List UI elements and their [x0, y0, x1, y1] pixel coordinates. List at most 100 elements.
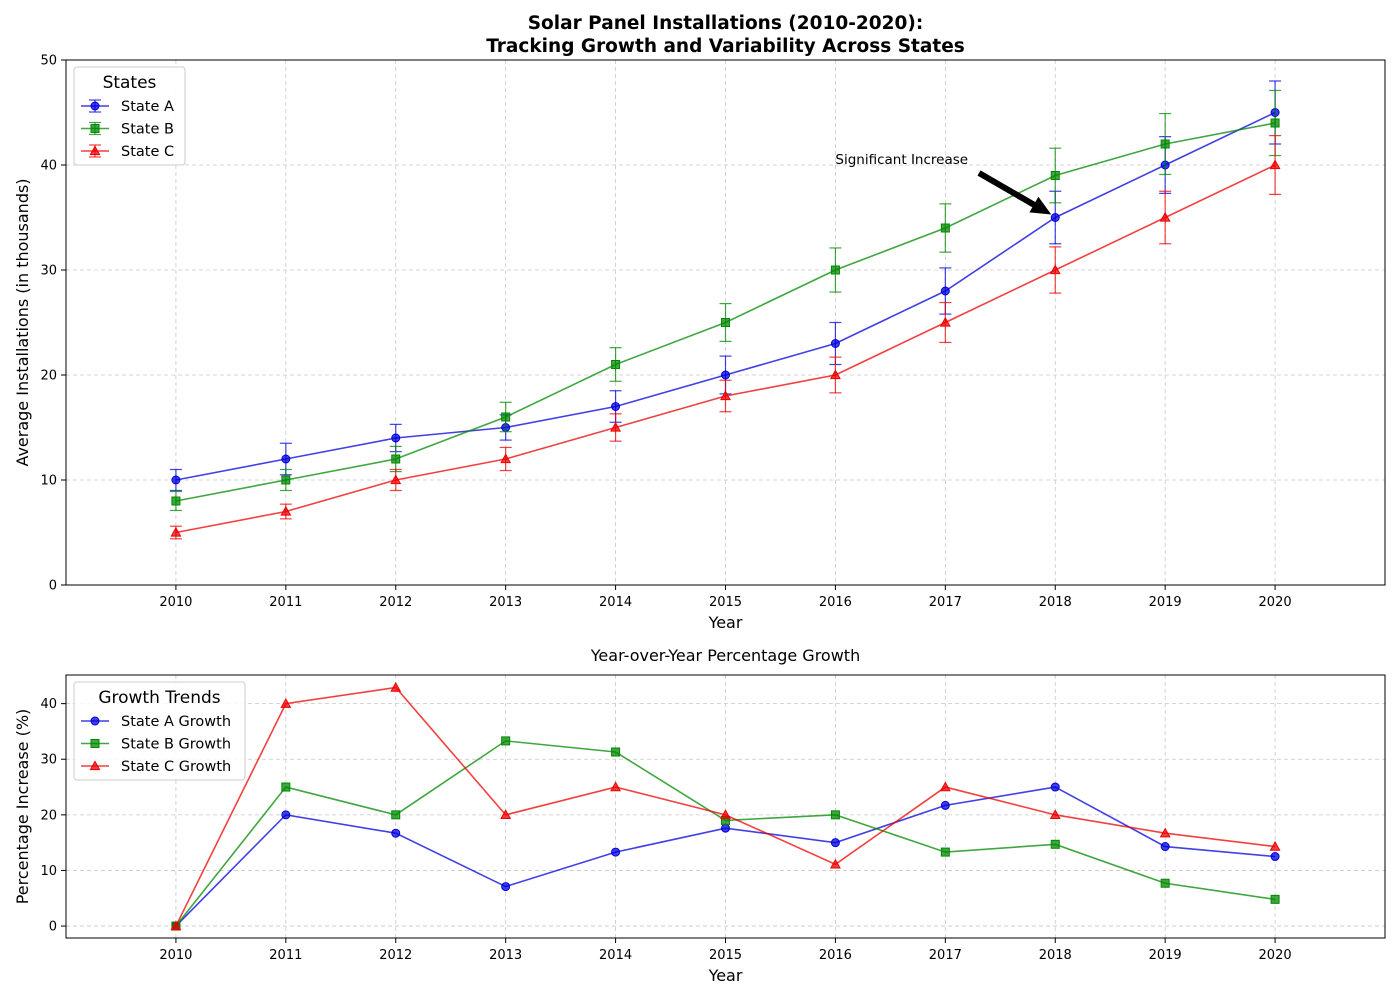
x-tick-label: 2019 — [1149, 595, 1182, 610]
x-tick-label: 2016 — [819, 595, 852, 610]
series-line — [175, 786, 1276, 927]
data-point — [1270, 118, 1280, 128]
legend-marker — [90, 739, 100, 748]
y-tick-label: 0 — [49, 920, 57, 935]
data-point — [1159, 827, 1171, 838]
y-tick-label: 30 — [40, 753, 57, 768]
x-tick-label: 2015 — [709, 948, 742, 963]
data-point — [940, 847, 950, 857]
data-point — [280, 505, 292, 516]
data-point — [391, 433, 401, 443]
series-state-a — [169, 80, 1282, 492]
y-tick-label: 20 — [40, 808, 57, 823]
y-tick-label: 10 — [40, 474, 57, 489]
data-point — [940, 800, 950, 810]
x-tick-label: 2018 — [1039, 948, 1072, 963]
series-state-b-growth — [171, 736, 1280, 931]
legend-title: States — [103, 73, 157, 93]
data-point — [610, 421, 622, 432]
legend-label: State B Growth — [121, 737, 231, 753]
data-point — [611, 847, 621, 857]
data-point — [501, 882, 511, 892]
x-axis-label: Year — [708, 613, 743, 632]
data-point — [721, 370, 730, 380]
data-point — [500, 453, 512, 464]
legend-entry: State B — [81, 122, 174, 138]
legend-title: Growth Trends — [98, 688, 220, 708]
x-tick-label: 2020 — [1259, 948, 1292, 963]
data-point — [721, 318, 730, 327]
series-state-c-growth — [170, 681, 1281, 931]
data-point — [390, 474, 402, 485]
data-point — [1159, 211, 1171, 222]
data-point — [611, 747, 621, 757]
data-point — [829, 858, 841, 869]
x-tick-label: 2016 — [819, 948, 852, 963]
x-tick-label: 2014 — [599, 595, 632, 610]
legend: Growth Trends State A Growth State B Growt… — [73, 681, 246, 781]
chart-title: Solar Panel Installations (2010-2020): — [528, 13, 924, 34]
data-point — [940, 223, 950, 233]
data-point — [939, 316, 951, 327]
data-point — [391, 828, 401, 838]
x-tick-label: 2013 — [489, 595, 522, 610]
y-axis-label: Percentage Increase (%) — [13, 709, 32, 905]
legend-entry: State C Growth — [81, 759, 231, 775]
x-tick-label: 2019 — [1149, 948, 1182, 963]
data-point — [1049, 809, 1061, 820]
series-state-a-growth — [171, 782, 1280, 931]
data-point — [939, 781, 951, 792]
data-point — [1270, 852, 1280, 862]
plot-frame — [65, 674, 1386, 939]
data-point — [720, 809, 731, 820]
data-point — [1270, 894, 1280, 904]
legend-entry: State B Growth — [81, 737, 231, 753]
series-state-c — [169, 135, 1282, 540]
data-point — [170, 920, 182, 931]
x-tick-label: 2012 — [379, 948, 412, 963]
data-point — [171, 475, 181, 485]
legend-entry: State A Growth — [81, 714, 231, 730]
legend-marker — [90, 124, 100, 133]
chart-1: 2010 2011 2012 2013 2014 2015 2016 2017 2018 2019… — [13, 13, 1386, 632]
data-point — [720, 390, 731, 401]
data-point — [281, 454, 291, 464]
data-point — [1050, 213, 1060, 222]
data-point — [611, 360, 621, 369]
data-point — [500, 809, 512, 820]
data-point — [501, 736, 511, 746]
data-point — [1050, 782, 1060, 792]
annotation-text: Significant Increase — [835, 152, 968, 168]
legend-marker — [90, 716, 100, 726]
data-point — [721, 823, 730, 833]
data-point — [501, 412, 511, 422]
x-tick-label: 2012 — [379, 595, 412, 610]
x-tick-label: 2011 — [269, 595, 302, 610]
legend-label: State A — [121, 99, 174, 115]
legend-entry: State C — [81, 144, 174, 160]
x-tick-label: 2015 — [709, 595, 742, 610]
x-tick-label: 2014 — [599, 948, 632, 963]
legend-label: State C — [121, 144, 174, 160]
data-point — [610, 781, 622, 792]
y-tick-label: 0 — [49, 579, 57, 594]
legend-marker — [89, 760, 101, 771]
data-point — [281, 782, 291, 792]
legend-entry: State A — [81, 99, 174, 115]
data-point — [1049, 264, 1061, 275]
data-point — [1050, 839, 1060, 849]
x-tick-label: 2010 — [159, 595, 192, 610]
legend-box — [73, 681, 246, 781]
data-point — [1160, 139, 1170, 149]
x-tick-label: 2013 — [489, 948, 522, 963]
data-point — [940, 286, 950, 296]
annotation-arrow-shaft — [977, 170, 1037, 209]
data-point — [281, 810, 291, 820]
data-point — [1269, 159, 1281, 170]
y-axis-label: Average Installations (in thousands) — [13, 178, 32, 466]
y-tick-label: 20 — [40, 369, 57, 384]
x-tick-label: 2017 — [929, 595, 962, 610]
data-point — [391, 810, 401, 820]
